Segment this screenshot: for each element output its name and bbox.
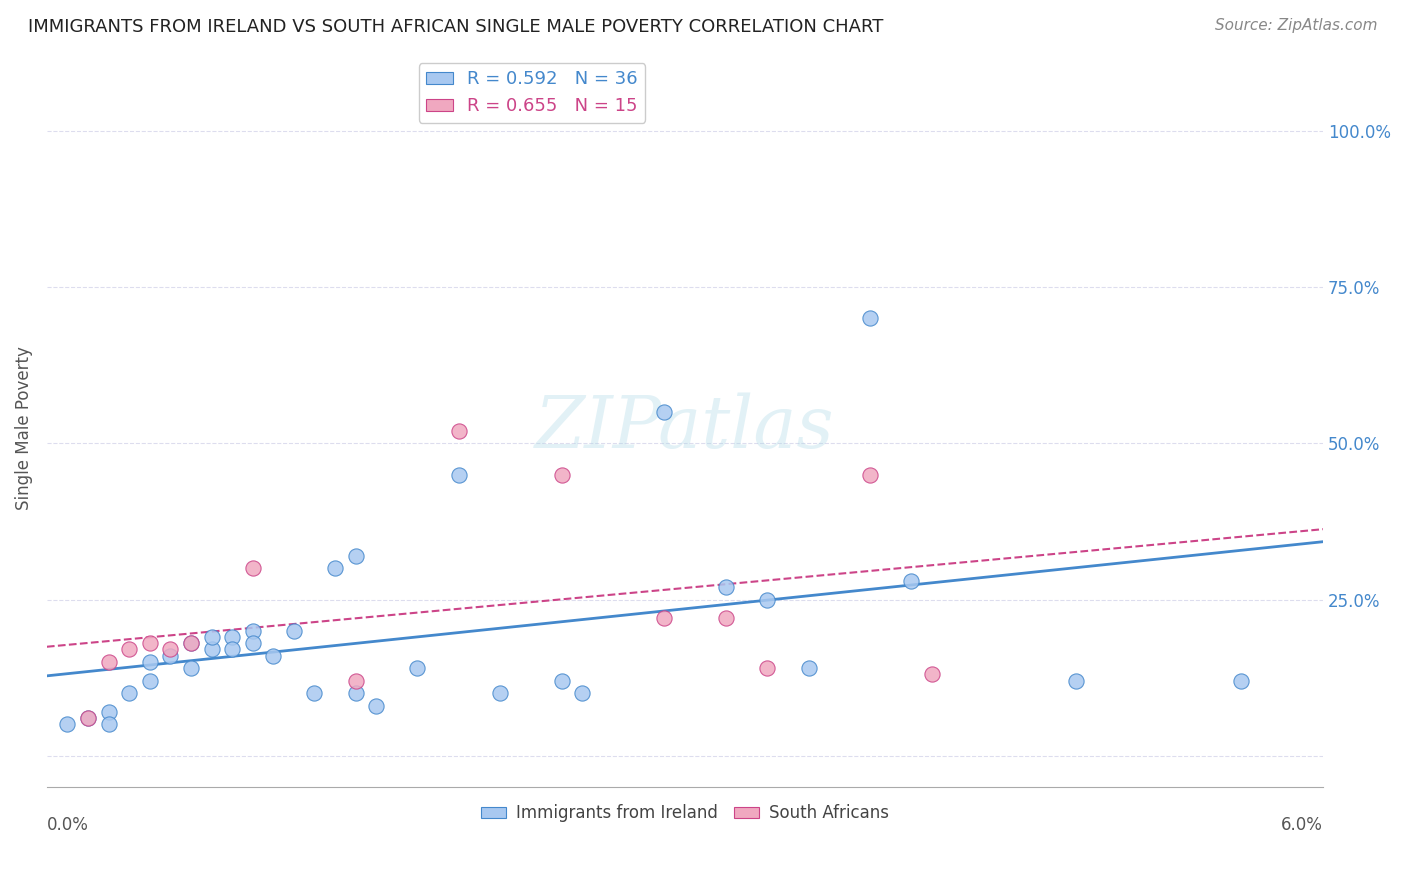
Point [159, 648, 181, 663]
Point [1230, 673, 1253, 688]
Point [77, 711, 100, 725]
Point [97, 655, 120, 669]
Point [139, 673, 162, 688]
Point [221, 642, 243, 657]
Point [921, 667, 943, 681]
Text: Source: ZipAtlas.com: Source: ZipAtlas.com [1215, 18, 1378, 33]
Point [900, 574, 922, 588]
Point [344, 686, 367, 700]
Text: IMMIGRANTS FROM IRELAND VS SOUTH AFRICAN SINGLE MALE POVERTY CORRELATION CHART: IMMIGRANTS FROM IRELAND VS SOUTH AFRICAN… [28, 18, 883, 36]
Point [1064, 673, 1087, 688]
Point [344, 673, 367, 688]
Point [654, 405, 676, 419]
Point [756, 592, 779, 607]
Point [756, 661, 779, 675]
Point [77, 711, 100, 725]
Point [200, 642, 222, 657]
Point [242, 624, 264, 638]
Point [118, 642, 141, 657]
Point [304, 686, 326, 700]
Point [180, 636, 202, 650]
Point [714, 611, 737, 625]
Text: ZIPatlas: ZIPatlas [536, 392, 835, 463]
Point [571, 686, 593, 700]
Point [447, 467, 470, 482]
Point [159, 642, 181, 657]
Point [283, 624, 305, 638]
Point [56, 717, 79, 731]
Point [97, 705, 120, 719]
Point [550, 467, 572, 482]
Point [488, 686, 510, 700]
Point [139, 655, 162, 669]
Point [200, 630, 222, 644]
Point [406, 661, 429, 675]
Point [221, 630, 243, 644]
Point [118, 686, 141, 700]
Point [180, 636, 202, 650]
Point [323, 561, 346, 575]
Legend: Immigrants from Ireland, South Africans: Immigrants from Ireland, South Africans [474, 797, 896, 829]
Point [242, 561, 264, 575]
Point [797, 661, 820, 675]
Point [447, 424, 470, 438]
Point [344, 549, 367, 563]
Text: 0.0%: 0.0% [46, 815, 89, 834]
Y-axis label: Single Male Poverty: Single Male Poverty [15, 346, 32, 509]
Point [859, 467, 882, 482]
Point [139, 636, 162, 650]
Point [366, 698, 388, 713]
Point [262, 648, 284, 663]
Point [180, 661, 202, 675]
Point [550, 673, 572, 688]
Text: 6.0%: 6.0% [1281, 815, 1323, 834]
Point [242, 636, 264, 650]
Point [714, 580, 737, 594]
Point [859, 311, 882, 326]
Point [654, 611, 676, 625]
Point [97, 717, 120, 731]
